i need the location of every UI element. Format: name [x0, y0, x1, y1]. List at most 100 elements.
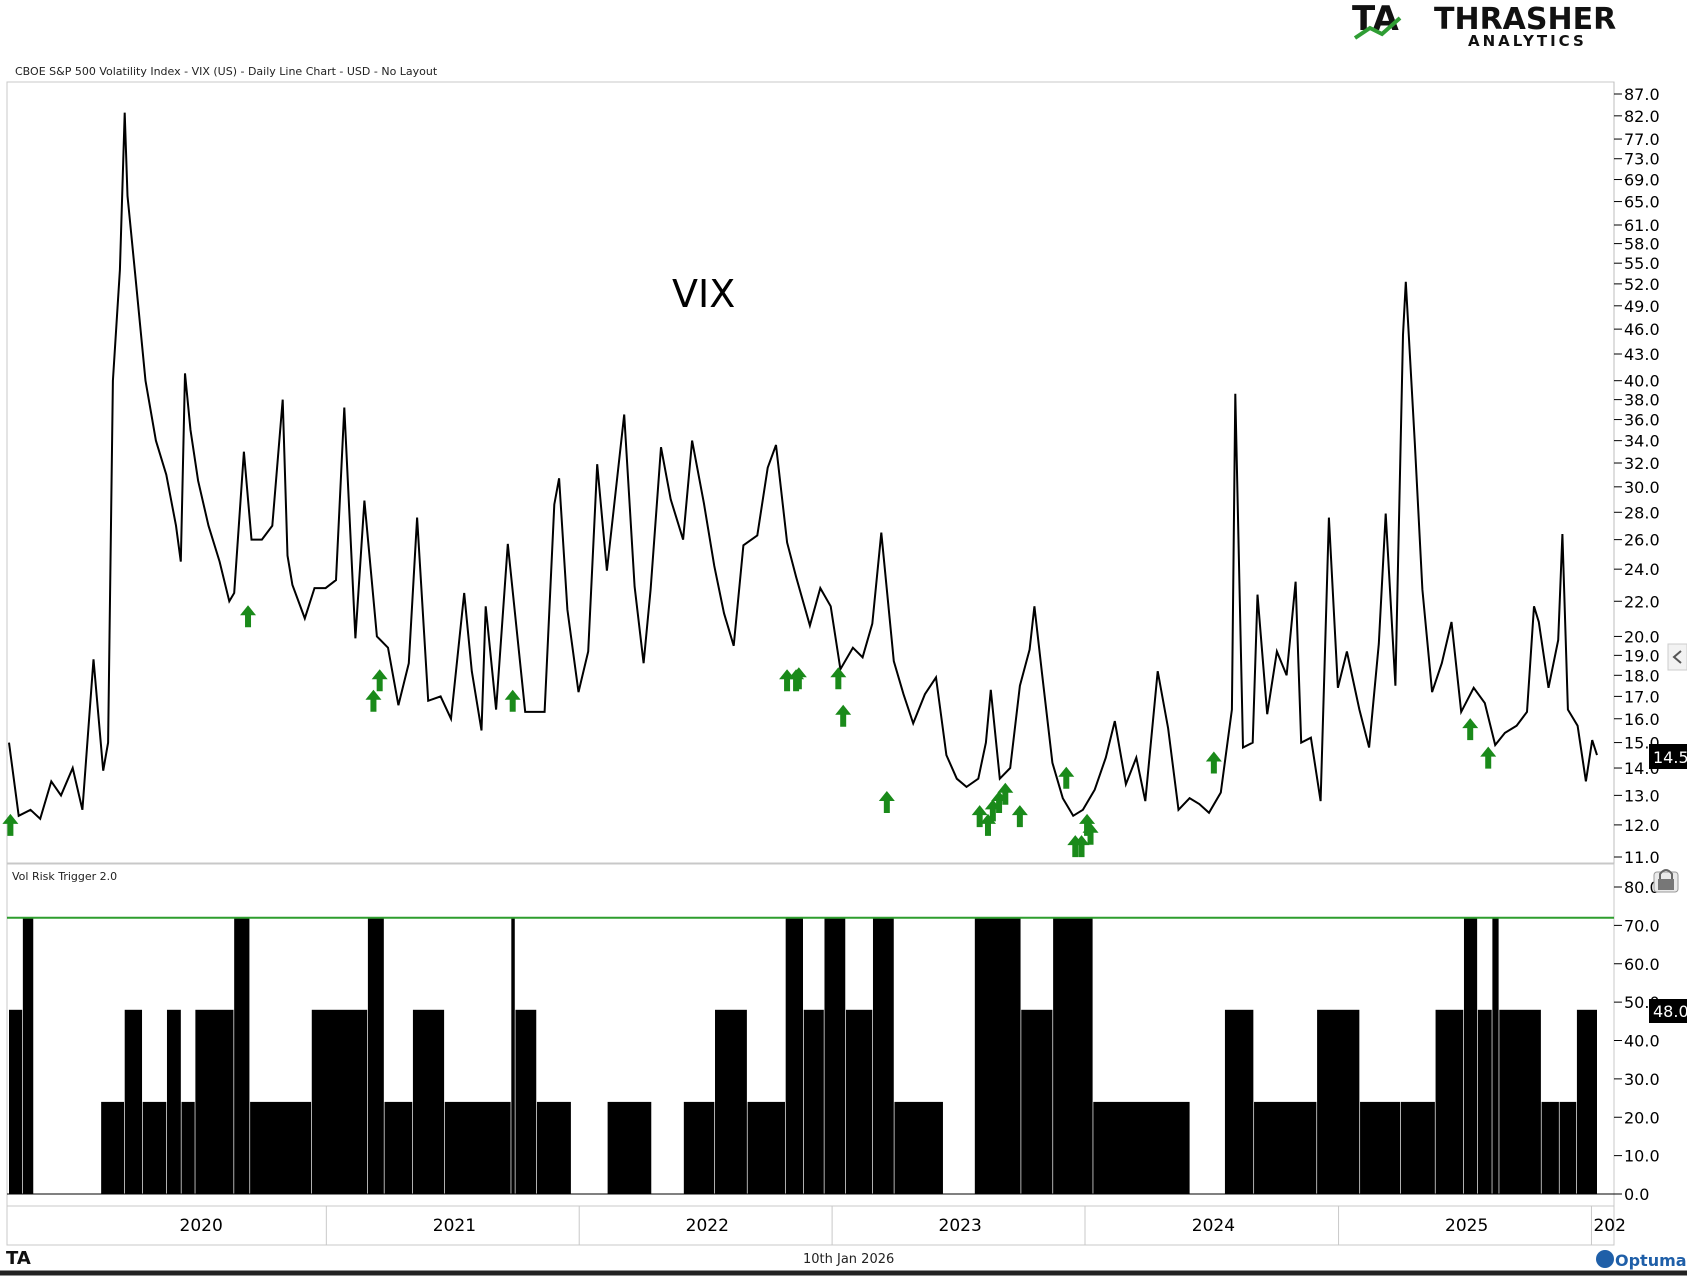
indicator-bar	[444, 1101, 511, 1194]
buy-signal-arrows	[2, 605, 1497, 858]
main-y-tick-label: 19.0	[1624, 646, 1660, 665]
main-y-tick-label: 46.0	[1624, 320, 1660, 339]
main-y-axis: 87.0 82.0 77.073.0 69.0 65.0 61.058.055.0 52.0…	[1614, 85, 1660, 867]
indicator-bar	[311, 1009, 368, 1194]
buy-arrow-icon	[1011, 805, 1028, 828]
indicator-bar	[124, 1009, 143, 1194]
buy-arrow-icon	[779, 669, 796, 692]
main-y-tick-label: 40.0	[1624, 372, 1660, 391]
indicator-bar	[166, 1009, 181, 1194]
indicator-bar	[1477, 1009, 1492, 1194]
indicator-y-tick-label: 0.0	[1624, 1185, 1649, 1204]
optuma-wordmark: Optuma	[1615, 1251, 1687, 1270]
buy-arrow-icon	[971, 805, 988, 828]
main-y-tick-label: 65.0	[1624, 193, 1660, 212]
buy-arrow-icon	[240, 605, 257, 628]
main-y-tick-label: 32.0	[1624, 454, 1660, 473]
indicator-bar	[845, 1009, 873, 1194]
main-y-tick-label: 12.0	[1624, 816, 1660, 835]
main-y-tick-label: 18.0	[1624, 666, 1660, 685]
main-y-tick-label: 43.0	[1624, 345, 1660, 364]
lock-button[interactable]	[1653, 869, 1679, 893]
buy-arrow-icon	[878, 790, 895, 813]
indicator-bar	[1463, 917, 1478, 1194]
footer-right-logo: Optuma	[1596, 1250, 1687, 1270]
indicator-bar	[1254, 1101, 1317, 1194]
brand-name: THRASHER	[1434, 2, 1616, 37]
buy-arrow-icon	[2, 813, 19, 836]
main-y-tick-label: 55.0	[1624, 254, 1660, 273]
indicator-bar	[195, 1009, 234, 1194]
collapse-panel-button[interactable]	[1667, 643, 1687, 671]
indicator-last-value: 48.0	[1653, 1002, 1687, 1021]
buy-arrow-icon	[1073, 835, 1090, 858]
year-label: 2023	[939, 1216, 982, 1236]
lock-icon	[1659, 869, 1673, 880]
main-y-tick-label: 61.0	[1624, 216, 1660, 235]
main-y-tick-label: 87.0	[1624, 85, 1660, 104]
indicator-bar	[1400, 1101, 1435, 1194]
indicator-bar	[9, 1009, 23, 1194]
buy-arrow-icon	[835, 704, 852, 727]
main-y-tick-label: 16.0	[1624, 710, 1660, 729]
indicator-bar	[250, 1101, 312, 1194]
indicator-bar	[22, 917, 34, 1194]
main-y-tick-label: 17.0	[1624, 687, 1660, 706]
indicator-bar	[803, 1009, 824, 1194]
indicator-bar	[785, 917, 803, 1194]
year-label: 202	[1593, 1216, 1625, 1236]
indicator-y-tick-label: 30.0	[1624, 1070, 1660, 1089]
indicator-bar	[367, 917, 384, 1194]
main-y-tick-label: 24.0	[1624, 560, 1660, 579]
indicator-bar	[872, 917, 894, 1194]
buy-arrow-icon	[790, 667, 807, 690]
indicator-title: Vol Risk Trigger 2.0	[12, 870, 117, 883]
main-y-tick-label: 58.0	[1624, 235, 1660, 254]
main-panel-frame	[6, 81, 1615, 864]
indicator-bar	[536, 1101, 571, 1194]
buy-arrow-icon	[1079, 813, 1096, 836]
optuma-icon	[1596, 1250, 1614, 1268]
indicator-bar	[1499, 1009, 1541, 1194]
indicator-bar	[1053, 917, 1093, 1194]
main-y-tick-label: 30.0	[1624, 478, 1660, 497]
main-y-tick-label: 82.0	[1624, 107, 1660, 126]
indicator-bar	[1541, 1101, 1559, 1194]
indicator-bar	[1559, 1101, 1577, 1194]
main-y-tick-label: 13.0	[1624, 786, 1660, 805]
indicator-bar	[384, 1101, 413, 1194]
indicator-last-value-badge: 48.0	[1649, 999, 1687, 1023]
indicator-bar	[824, 917, 846, 1194]
main-last-value-badge: 14.5	[1649, 744, 1687, 769]
vix-series-line	[8, 112, 1598, 821]
indicator-y-axis: 80.070.060.050.040.030.020.010.00.0	[1614, 878, 1660, 1204]
buy-arrow-icon	[1205, 751, 1222, 774]
brand-subtitle: ANALYTICS	[1468, 32, 1587, 50]
main-panel-label: VIX	[672, 272, 735, 316]
footer-date: 10th Jan 2026	[803, 1252, 894, 1267]
main-y-tick-label: 52.0	[1624, 275, 1660, 294]
indicator-bars	[7, 917, 1614, 1195]
indicator-bar	[142, 1101, 167, 1194]
x-axis-band	[6, 1205, 1615, 1246]
indicator-bar	[974, 917, 1021, 1194]
indicator-bar	[1360, 1101, 1401, 1194]
main-y-tick-label: 38.0	[1624, 391, 1660, 410]
indicator-y-tick-label: 20.0	[1624, 1108, 1660, 1127]
main-y-tick-label: 11.0	[1624, 848, 1660, 867]
indicator-bar	[515, 1009, 537, 1194]
year-label: 2020	[180, 1216, 223, 1236]
indicator-y-tick-label: 10.0	[1624, 1147, 1660, 1166]
chart-title: CBOE S&P 500 Volatility Index - VIX (US)…	[15, 65, 438, 78]
indicator-bar	[1317, 1009, 1360, 1194]
brand-trend-icon	[1353, 16, 1402, 40]
buy-arrow-icon	[1462, 718, 1479, 741]
main-y-tick-label: 73.0	[1624, 150, 1660, 169]
indicator-bar	[894, 1101, 943, 1194]
buy-arrow-icon	[997, 782, 1014, 805]
indicator-bar	[1093, 1101, 1190, 1194]
indicator-y-tick-label: 40.0	[1624, 1032, 1660, 1051]
buy-arrow-icon	[1058, 766, 1075, 789]
main-y-tick-label: 34.0	[1624, 432, 1660, 451]
year-label: 2025	[1445, 1216, 1488, 1236]
